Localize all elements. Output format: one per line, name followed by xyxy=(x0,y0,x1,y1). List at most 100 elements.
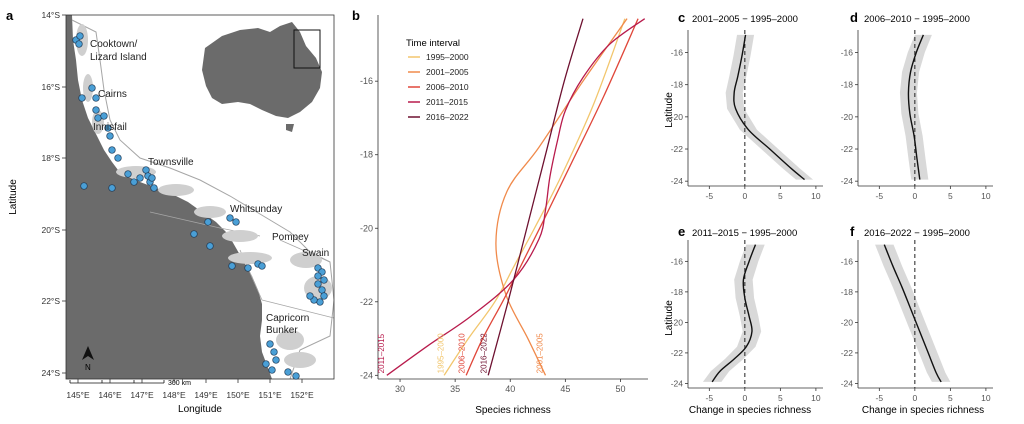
legend-label: 1995–2000 xyxy=(426,52,469,62)
site-point xyxy=(130,178,138,186)
legend-label: 2001–2005 xyxy=(426,67,469,77)
site-point xyxy=(284,368,292,376)
y-tick-label: -24 xyxy=(841,176,854,186)
x-tick-label: -5 xyxy=(876,191,884,201)
site-point xyxy=(320,292,328,300)
map-lon-tick-label: 149°E xyxy=(194,390,218,400)
legend-items: 1995–2000 2001–2005 2006–2010 2011–2015 2016… xyxy=(408,52,469,122)
chart-e-ylabel: Latitude xyxy=(664,300,675,336)
series-line xyxy=(907,34,925,180)
x-tick-label: 30 xyxy=(395,384,405,394)
series-line xyxy=(443,18,626,376)
site-point xyxy=(88,84,96,92)
site-point xyxy=(190,230,198,238)
line-end-label: 2001–2005 xyxy=(536,333,545,374)
chart-f-xlabel: Change in species richness xyxy=(862,405,984,416)
map-lon-tick-label: 146°E xyxy=(98,390,122,400)
inset-box xyxy=(293,29,321,69)
site-point xyxy=(204,218,212,226)
y-tick-label: -20 xyxy=(671,317,684,327)
panel-b-letter: b xyxy=(352,8,360,23)
australia-shape xyxy=(202,22,322,118)
region-labels: Cooktown/ Lizard Island Cairns Innisfail… xyxy=(90,39,329,336)
y-tick-label: -16 xyxy=(841,48,854,58)
legend-label: 2011–2015 xyxy=(426,97,468,107)
series-line xyxy=(733,34,805,181)
site-point xyxy=(306,292,314,300)
map-lon-tick-label: 150°E xyxy=(226,390,250,400)
site-point xyxy=(106,132,114,140)
series-line xyxy=(711,244,757,383)
chart-c-ylabel: Latitude xyxy=(664,92,675,128)
site-point xyxy=(292,372,300,380)
y-tick-label: -18 xyxy=(360,150,373,160)
chart-c-plot: -5 0 5 10 -16 -18 -20 -22 -24 xyxy=(671,30,823,201)
y-tick-label: -24 xyxy=(671,176,684,186)
site-point xyxy=(76,32,84,40)
legend-label: 2016–2022 xyxy=(426,112,469,122)
panel-e-chart: e 2011–2015 − 1995–2000 Latitude Change … xyxy=(664,224,823,416)
x-tick-label: 5 xyxy=(948,393,953,403)
legend-title: Time interval xyxy=(406,38,460,49)
y-tick-label: -22 xyxy=(841,348,854,358)
site-point xyxy=(266,340,274,348)
panel-f-letter: f xyxy=(850,224,855,239)
site-point xyxy=(272,356,280,364)
x-tick-label: 10 xyxy=(811,191,821,201)
y-tick-label: -18 xyxy=(671,80,684,90)
x-tick-label: 5 xyxy=(778,191,783,201)
chart-c-title: 2001–2005 − 1995–2000 xyxy=(692,14,798,25)
series-line xyxy=(495,18,628,376)
line-end-label: 2016–2022 xyxy=(479,333,488,374)
series-line xyxy=(386,18,646,376)
map-lat-tick-label: 14°S xyxy=(41,10,60,20)
site-point xyxy=(258,262,266,270)
site-point xyxy=(124,170,132,178)
x-tick-label: 0 xyxy=(742,393,747,403)
x-tick-label: 10 xyxy=(811,393,821,403)
legend-label: 2006–2010 xyxy=(426,82,469,92)
chart-f-title: 2016–2022 − 1995–2000 xyxy=(864,228,970,239)
line-end-label: 2011–2015 xyxy=(377,333,386,373)
confidence-band xyxy=(702,244,765,382)
x-tick-label: -5 xyxy=(876,393,884,403)
chart-b-xlabel: Species richness xyxy=(475,405,551,416)
region-whitsunday: Whitsunday xyxy=(230,204,282,215)
site-point xyxy=(206,242,214,250)
site-point xyxy=(80,182,88,190)
site-point xyxy=(262,360,270,368)
site-point xyxy=(270,348,278,356)
x-tick-label: 10 xyxy=(981,393,991,403)
site-point xyxy=(316,298,324,306)
site-point xyxy=(268,366,276,374)
line-end-label: 2006–2010 xyxy=(457,333,466,374)
panel-d-letter: d xyxy=(850,10,858,25)
map-frame xyxy=(65,14,335,380)
legend-b: Time interval 1995–2000 2001–2005 2006–201… xyxy=(406,38,469,122)
panel-c-letter: c xyxy=(678,10,685,25)
y-tick-label: -16 xyxy=(671,48,684,58)
y-tick-label: -18 xyxy=(671,287,684,297)
x-tick-label: 45 xyxy=(560,384,570,394)
y-tick-label: -18 xyxy=(841,287,854,297)
map-lat-tick-label: 18°S xyxy=(41,153,60,163)
x-tick-label: 35 xyxy=(450,384,460,394)
y-tick-label: -22 xyxy=(360,297,373,307)
reef-shelf xyxy=(71,19,334,379)
panel-d-chart: d 2006–2010 − 1995–2000 -5 0 5 10-16-18-20-… xyxy=(841,10,993,201)
map-lat-tick-label: 20°S xyxy=(41,225,60,235)
y-tick-label: -16 xyxy=(841,256,854,266)
chart-e-xlabel: Change in species richness xyxy=(689,405,811,416)
site-point xyxy=(148,174,156,182)
map-lon-tick-label: 151°E xyxy=(258,390,282,400)
scale-label: 300 km xyxy=(168,380,191,387)
site-point xyxy=(108,184,116,192)
x-tick-label: -5 xyxy=(706,393,714,403)
site-point xyxy=(78,94,86,102)
region-capricorn: Capricorn xyxy=(266,313,309,324)
site-point xyxy=(94,114,102,122)
x-tick-label: 50 xyxy=(615,384,625,394)
series-line xyxy=(883,244,942,383)
map-lat-tick-label: 22°S xyxy=(41,296,60,306)
